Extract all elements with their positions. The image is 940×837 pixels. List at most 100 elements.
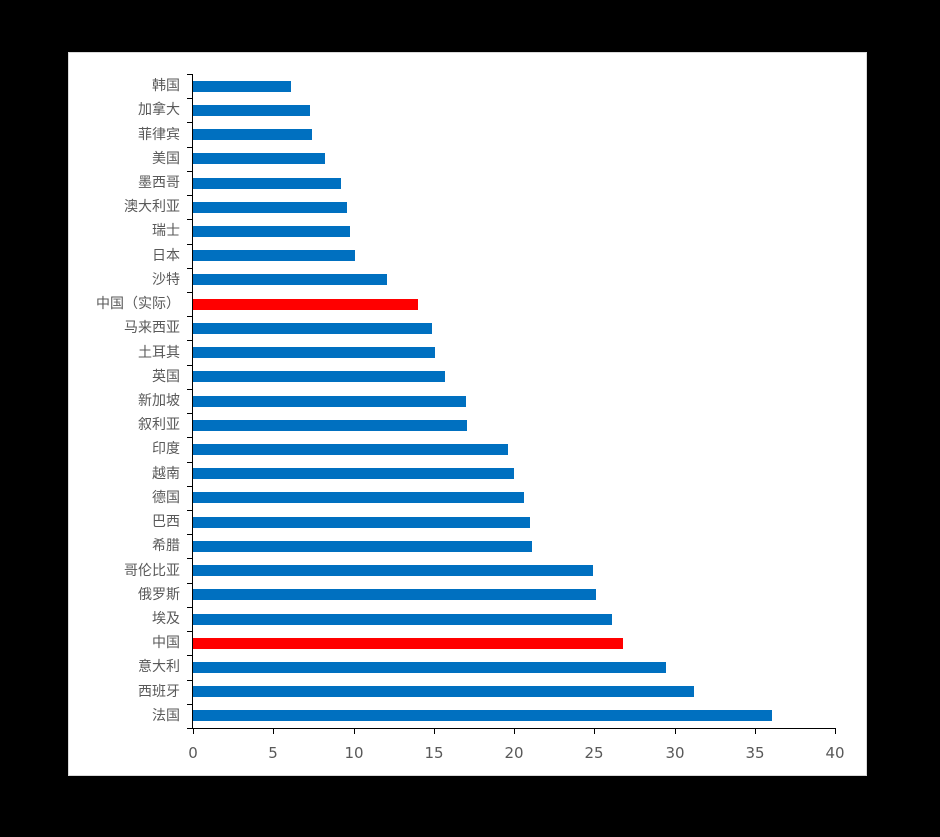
y-tick [187, 147, 192, 148]
y-tick [187, 389, 192, 390]
x-tick [675, 728, 676, 734]
y-tick-label: 叙利亚 [138, 417, 180, 433]
bar-18 [193, 517, 530, 528]
y-tick [187, 316, 192, 317]
bar-14 [193, 420, 467, 431]
bar-3 [193, 153, 325, 164]
bar-19 [193, 541, 532, 552]
bar-26 [193, 710, 772, 721]
y-tick [187, 74, 192, 75]
y-tick-label: 土耳其 [138, 345, 180, 361]
bar-23 [193, 638, 623, 649]
y-axis-labels: 韩国加拿大菲律宾美国墨西哥澳大利亚瑞士日本沙特中国（实际） 马来西亚土耳其英国新加… [0, 0, 180, 837]
bar-25 [193, 686, 694, 697]
y-tick [187, 365, 192, 366]
x-tick-label: 15 [424, 744, 444, 762]
y-tick-label: 埃及 [152, 611, 180, 627]
y-tick [187, 728, 192, 729]
x-tick [755, 728, 756, 734]
y-tick [187, 607, 192, 608]
bar-20 [193, 565, 593, 576]
bar-11 [193, 347, 435, 358]
y-tick [187, 98, 192, 99]
y-tick-label: 希腊 [152, 538, 180, 554]
y-tick [187, 680, 192, 681]
x-tick [514, 728, 515, 734]
x-tick-label: 25 [584, 744, 604, 762]
x-tick [273, 728, 274, 734]
y-tick-label: 沙特 [152, 272, 180, 288]
y-tick-label: 韩国 [152, 78, 180, 94]
y-tick [187, 583, 192, 584]
y-tick-label: 加拿大 [138, 102, 180, 118]
y-tick-label: 法国 [152, 708, 180, 724]
bar-1 [193, 105, 310, 116]
y-tick-label: 瑞士 [152, 223, 180, 239]
x-tick [594, 728, 595, 734]
x-tick-label: 40 [825, 744, 845, 762]
y-tick [187, 244, 192, 245]
y-tick [187, 195, 192, 196]
y-tick-label: 德国 [152, 490, 180, 506]
y-tick-label: 西班牙 [138, 684, 180, 700]
x-tick-label: 0 [188, 744, 198, 762]
y-tick [187, 631, 192, 632]
y-tick-label: 马来西亚 [124, 320, 180, 336]
bar-16 [193, 468, 514, 479]
bar-4 [193, 178, 341, 189]
y-tick [187, 340, 192, 341]
x-tick-label: 10 [344, 744, 364, 762]
x-tick-label: 35 [745, 744, 765, 762]
y-tick-label: 巴西 [152, 514, 180, 530]
y-tick [187, 122, 192, 123]
y-tick [187, 486, 192, 487]
bar-8 [193, 274, 387, 285]
y-tick-label: 俄罗斯 [138, 587, 180, 603]
bar-12 [193, 371, 445, 382]
y-tick-label: 中国 [152, 635, 180, 651]
x-tick-label: 5 [268, 744, 278, 762]
bar-7 [193, 250, 355, 261]
chart-panel [68, 52, 867, 776]
y-tick-label: 菲律宾 [138, 127, 180, 143]
x-tick [354, 728, 355, 734]
y-tick [187, 437, 192, 438]
y-tick-label: 澳大利亚 [124, 199, 180, 215]
y-tick [187, 655, 192, 656]
y-tick-label: 中国（实际） [96, 296, 180, 312]
bar-6 [193, 226, 350, 237]
y-tick [187, 462, 192, 463]
bar-22 [193, 614, 612, 625]
x-tick-label: 20 [504, 744, 524, 762]
x-tick-label: 30 [665, 744, 685, 762]
y-tick-label: 墨西哥 [138, 175, 180, 191]
x-tick [434, 728, 435, 734]
bar-13 [193, 396, 466, 407]
y-tick-label: 哥伦比亚 [124, 563, 180, 579]
y-axis-line [192, 74, 193, 729]
y-tick [187, 704, 192, 705]
bar-2 [193, 129, 312, 140]
y-tick-label: 日本 [152, 248, 180, 264]
y-tick [187, 413, 192, 414]
y-tick [187, 219, 192, 220]
y-tick [187, 171, 192, 172]
y-tick-label: 美国 [152, 151, 180, 167]
y-tick-label: 英国 [152, 369, 180, 385]
y-tick-label: 越南 [152, 466, 180, 482]
y-tick-label: 印度 [152, 441, 180, 457]
y-tick-label: 意大利 [138, 659, 180, 675]
y-tick [187, 292, 192, 293]
bar-17 [193, 492, 524, 503]
y-tick-label: 新加坡 [138, 393, 180, 409]
y-tick [187, 268, 192, 269]
y-tick [187, 510, 192, 511]
bar-5 [193, 202, 347, 213]
bar-9 [193, 299, 418, 310]
y-tick [187, 558, 192, 559]
bar-15 [193, 444, 508, 455]
x-tick [193, 728, 194, 734]
bar-21 [193, 589, 596, 600]
bar-24 [193, 662, 666, 673]
